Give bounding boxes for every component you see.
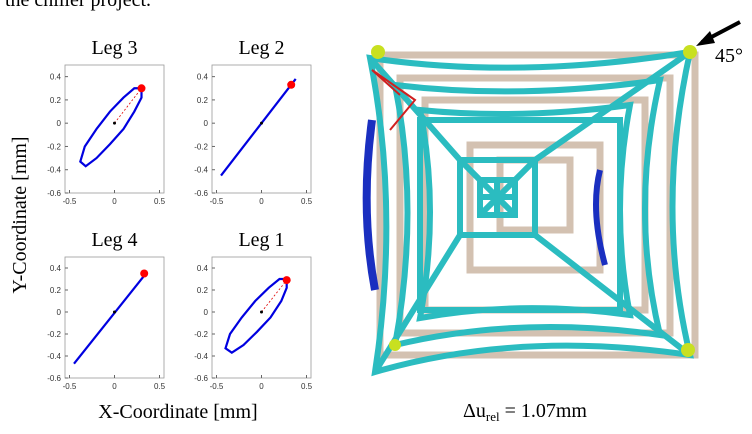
y-tick-label: 0.4 (50, 264, 62, 273)
x-tick-label: -0.5 (63, 382, 77, 391)
y-tick-label: 0.4 (50, 73, 62, 82)
x-tick-label: 0.5 (154, 197, 166, 206)
x-label: X-Coordinate [mm] (98, 401, 257, 423)
x-tick-label: -0.5 (210, 382, 224, 391)
y-tick-label: 0.4 (197, 73, 209, 82)
caption: Δurel = 1.07mm (463, 400, 587, 424)
y-tick-label: 0.2 (50, 286, 62, 295)
caption-rest: = 1.07mm (500, 400, 588, 422)
subplot-title: Leg 2 (238, 37, 284, 59)
end-point (287, 81, 295, 89)
render: 45° Δurel = 1.07mm (367, 22, 743, 424)
header-text: the chiller project. (5, 0, 151, 11)
y-tick-label: -0.6 (47, 374, 61, 383)
end-point (138, 84, 146, 92)
y-tick-label: -0.2 (194, 330, 208, 339)
origin-point (113, 311, 116, 314)
subplot-title: Leg 1 (238, 229, 284, 251)
y-tick-label: 0 (57, 308, 62, 317)
y-tick-label: -0.2 (47, 330, 61, 339)
y-tick-label: -0.4 (47, 166, 61, 175)
y-tick-label: 0 (204, 119, 209, 128)
x-tick-label: 0 (259, 382, 264, 391)
axes-box (65, 65, 164, 193)
y-tick-label: -0.6 (194, 189, 208, 198)
subplot-title: Leg 3 (91, 37, 137, 59)
x-tick-label: 0.5 (301, 382, 313, 391)
y-tick-label: 0.4 (197, 264, 209, 273)
end-point (283, 276, 291, 284)
y-tick-label: 0 (57, 119, 62, 128)
angle-label: 45° (715, 45, 743, 67)
y-tick-label: 0.2 (50, 96, 62, 105)
caption-main: Δu (463, 400, 486, 422)
y-tick-label: 0.2 (197, 286, 209, 295)
y-tick-label: -0.4 (194, 352, 208, 361)
origin-point (260, 122, 263, 125)
axes-box (65, 257, 164, 378)
y-tick-label: 0.2 (197, 96, 209, 105)
y-tick-label: -0.4 (194, 166, 208, 175)
origin-point (260, 311, 263, 314)
x-tick-label: -0.5 (63, 197, 77, 206)
axes-box (212, 257, 311, 378)
y-tick-label: 0 (204, 308, 209, 317)
end-point (140, 270, 148, 278)
axes-box (212, 65, 311, 193)
x-tick-label: -0.5 (210, 197, 224, 206)
y-tick-label: -0.6 (194, 374, 208, 383)
y-tick-label: -0.6 (47, 189, 61, 198)
y-tick-label: -0.4 (47, 352, 61, 361)
x-tick-label: 0.5 (301, 197, 313, 206)
caption-sub: rel (486, 409, 500, 424)
origin-point (113, 122, 116, 125)
figure: the chiller project. Y-Coordinate [mm] X… (0, 0, 752, 429)
y-tick-label: -0.2 (194, 142, 208, 151)
subplot-title: Leg 4 (91, 229, 137, 251)
x-tick-label: 0 (112, 197, 117, 206)
y-tick-label: -0.2 (47, 142, 61, 151)
y-label: Y-Coordinate [mm] (9, 136, 31, 293)
x-tick-label: 0 (259, 197, 264, 206)
x-tick-label: 0 (112, 382, 117, 391)
x-tick-label: 0.5 (154, 382, 166, 391)
